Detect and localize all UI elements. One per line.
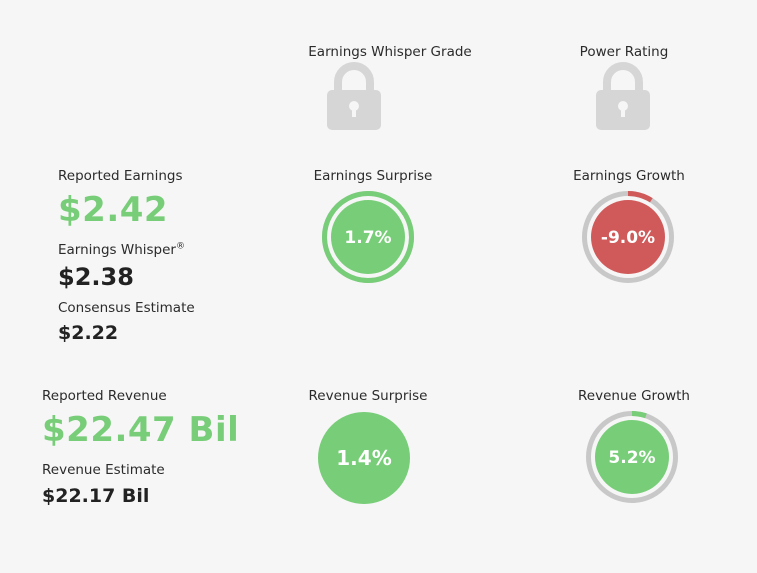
earnings-surprise-label: Earnings Surprise [313,168,433,184]
earnings-whisper-text: Earnings Whisper [58,242,176,258]
revenue-estimate-label: Revenue Estimate [42,462,165,478]
revenue-growth-label: Revenue Growth [578,388,690,404]
gauge-center [591,200,665,274]
lock-icon [327,62,381,130]
earnings-whisper-label: Earnings Whisper® [58,242,185,258]
lock-icon [596,62,650,130]
gauge-center [331,200,405,274]
earnings-surprise-value: 1.7% [344,228,391,248]
consensus-estimate-label: Consensus Estimate [58,300,195,316]
earnings-whisper-grade-label: Earnings Whisper Grade [308,44,472,60]
reported-revenue-label: Reported Revenue [42,388,167,404]
revenue-growth-gauge: 5.2% [586,411,678,503]
earnings-whisper-value: $2.38 [58,263,134,291]
revenue-surprise-gauge: 1.4% [318,412,410,504]
revenue-surprise-label: Revenue Surprise [308,388,428,404]
gauge-arc [627,191,653,203]
earnings-surprise-gauge: 1.7% [322,191,414,283]
consensus-estimate-value: $2.22 [58,322,119,344]
reported-earnings-label: Reported Earnings [58,168,183,184]
gauge-center [318,412,410,504]
reported-earnings-value: $2.42 [58,190,169,230]
registered-mark: ® [176,241,185,252]
revenue-surprise-value: 1.4% [336,446,391,470]
earnings-growth-gauge: -9.0% [582,191,674,283]
power-rating-label: Power Rating [579,44,669,60]
gauge-arc [631,411,647,419]
gauge-center [595,420,669,494]
gauge-arc [322,191,414,283]
earnings-growth-value: -9.0% [601,228,655,248]
reported-revenue-value: $22.47 Bil [42,410,240,450]
earnings-growth-label: Earnings Growth [573,168,685,184]
revenue-estimate-value: $22.17 Bil [42,485,150,507]
revenue-growth-value: 5.2% [608,448,655,468]
